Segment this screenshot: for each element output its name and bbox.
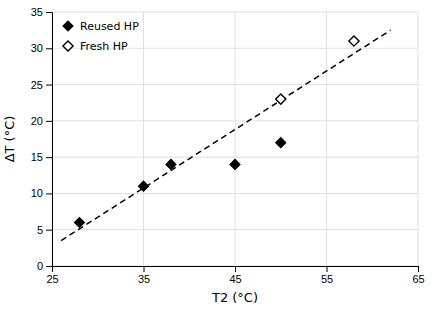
marks <box>61 30 390 240</box>
grid-line <box>52 84 418 85</box>
tick-mark <box>235 266 236 272</box>
tick-label: 25 <box>31 79 43 91</box>
tick: 15 <box>31 151 52 163</box>
tick: 30 <box>31 42 52 54</box>
tick: 35 <box>138 266 150 285</box>
legend: Reused HP Fresh HP <box>63 20 139 53</box>
tick: 55 <box>321 266 333 285</box>
tick-mark <box>144 266 145 272</box>
tick: 5 <box>37 224 52 236</box>
tick: 10 <box>31 187 52 199</box>
grid-line <box>235 12 236 266</box>
legend-marker <box>63 41 73 51</box>
legend-entry: Fresh HP <box>63 40 128 53</box>
tick: 35 <box>31 6 52 18</box>
tick-label: 55 <box>321 273 333 285</box>
tick-mark <box>418 266 419 272</box>
tick-label: 45 <box>229 273 241 285</box>
tick-label: 20 <box>31 115 43 127</box>
tick-label: 30 <box>31 42 43 54</box>
grid-line <box>52 229 418 230</box>
tick-label: 35 <box>31 6 43 18</box>
legend-label: Reused HP <box>80 20 139 33</box>
axis-line <box>46 13 53 267</box>
point <box>349 36 359 46</box>
series <box>276 36 359 104</box>
tick-label: 65 <box>412 273 424 285</box>
tick: 25 <box>31 79 52 91</box>
tick-label: 35 <box>138 273 150 285</box>
grid-line <box>418 12 419 266</box>
legend-marker <box>63 21 73 31</box>
point <box>74 217 84 227</box>
legend-entry: Reused HP <box>63 20 139 33</box>
grid-line <box>52 12 418 13</box>
point <box>138 181 148 191</box>
tick-label: 0 <box>37 260 43 272</box>
tick-mark <box>327 266 328 272</box>
point <box>276 94 286 104</box>
plot-area: 25 35 45 55 65 0 5 10 15 20 25 30 35 Reused HP Fresh H… <box>31 6 425 285</box>
tick-mark <box>46 48 52 49</box>
tick-label: 15 <box>31 151 43 163</box>
tick: 65 <box>412 266 424 285</box>
tick: 0 <box>37 260 52 272</box>
tick-mark <box>46 121 52 122</box>
legend-label: Fresh HP <box>80 40 128 53</box>
tick-mark <box>46 85 52 86</box>
chart: 25 35 45 55 65 0 5 10 15 20 25 30 35 Reused HP Fresh H… <box>0 0 434 310</box>
x-axis-title: T2 (°C) <box>211 290 258 305</box>
tick-mark <box>46 266 52 267</box>
series <box>74 138 285 228</box>
grid-line <box>143 12 144 266</box>
point <box>166 159 176 169</box>
grid-line <box>326 12 327 266</box>
tick: 45 <box>229 266 241 285</box>
tick-mark <box>46 230 52 231</box>
axis-line <box>53 267 419 273</box>
tick-mark <box>46 12 52 13</box>
tick-label: 10 <box>31 187 43 199</box>
y-axis: 0 5 10 15 20 25 30 35 <box>31 6 53 272</box>
grid-line <box>52 193 418 194</box>
x-axis: 25 35 45 55 65 <box>46 266 424 285</box>
tick-mark <box>46 157 52 158</box>
tick: 25 <box>46 266 58 285</box>
grid-line <box>52 157 418 158</box>
point <box>276 138 286 148</box>
grid <box>52 12 418 266</box>
tick-label: 5 <box>37 224 43 236</box>
tick: 20 <box>31 115 52 127</box>
tick-mark <box>46 193 52 194</box>
y-axis-title: ΔT (°C) <box>2 116 17 163</box>
tick-label: 25 <box>46 273 58 285</box>
trend-line <box>61 30 390 240</box>
point <box>230 159 240 169</box>
grid-line <box>52 120 418 121</box>
